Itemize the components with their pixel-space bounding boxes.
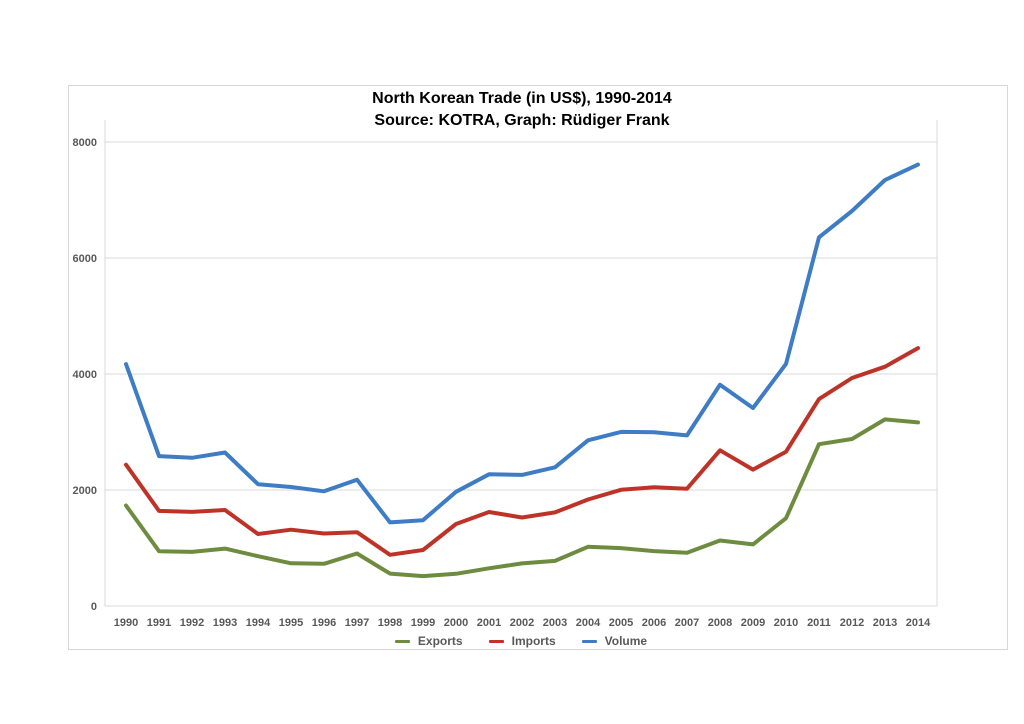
x-axis-label-2003: 2003 bbox=[543, 617, 567, 629]
x-axis-label-2006: 2006 bbox=[642, 617, 666, 629]
legend-dash-icon bbox=[581, 639, 597, 643]
x-axis-label-2002: 2002 bbox=[510, 617, 534, 629]
x-axis-label-2013: 2013 bbox=[873, 617, 897, 629]
x-axis-label-1998: 1998 bbox=[378, 617, 402, 629]
x-axis-label-2004: 2004 bbox=[576, 617, 601, 629]
chart-title-block: North Korean Trade (in US$), 1990-2014 S… bbox=[106, 88, 938, 132]
x-axis-label-1990: 1990 bbox=[114, 617, 138, 629]
y-axis-label-0: 0 bbox=[91, 601, 97, 613]
x-axis-label-2008: 2008 bbox=[708, 617, 732, 629]
y-axis-label-6000: 6000 bbox=[73, 253, 97, 265]
y-axis: 0 2000 4000 6000 8000 bbox=[73, 137, 97, 613]
legend-dash-icon bbox=[488, 639, 504, 643]
y-axis-label-2000: 2000 bbox=[73, 485, 97, 497]
volume-line bbox=[124, 162, 920, 525]
exports-line bbox=[124, 417, 920, 579]
legend-label: Exports bbox=[417, 634, 463, 648]
legend-item-volume: Volume bbox=[581, 634, 648, 648]
x-axis-label-2001: 2001 bbox=[477, 617, 501, 629]
legend-label: Imports bbox=[511, 634, 556, 648]
series-lines bbox=[124, 162, 920, 579]
legend-item-imports: Imports bbox=[488, 634, 556, 648]
x-axis-label-2005: 2005 bbox=[609, 617, 633, 629]
gridlines bbox=[104, 120, 938, 607]
chart-title: North Korean Trade (in US$), 1990-2014 bbox=[372, 90, 672, 107]
legend-label: Volume bbox=[604, 634, 648, 648]
chart-panel: North Korean Trade (in US$), 1990-2014 S… bbox=[68, 85, 1008, 650]
y-axis-label-8000: 8000 bbox=[73, 137, 97, 149]
chart-subtitle: Source: KOTRA, Graph: Rüdiger Frank bbox=[374, 112, 670, 129]
x-axis-label-1999: 1999 bbox=[411, 617, 435, 629]
x-axis-label-1992: 1992 bbox=[180, 617, 204, 629]
x-axis-label-2011: 2011 bbox=[807, 617, 831, 629]
x-axis-label-2014: 2014 bbox=[906, 617, 931, 629]
x-axis-label-1991: 1991 bbox=[147, 617, 171, 629]
x-axis-label-1997: 1997 bbox=[345, 617, 369, 629]
x-axis-label-2000: 2000 bbox=[444, 617, 468, 629]
x-axis-label-2012: 2012 bbox=[840, 617, 864, 629]
legend-dash-icon bbox=[394, 639, 410, 643]
x-axis-label-2009: 2009 bbox=[741, 617, 765, 629]
imports-line bbox=[124, 346, 920, 557]
x-axis-label-1993: 1993 bbox=[213, 617, 237, 629]
x-axis: 1990 1991 1992 1993 1994 1995 1996 1997 1998 1999… bbox=[114, 617, 931, 629]
x-axis-label-1995: 1995 bbox=[279, 617, 303, 629]
x-axis-label-1996: 1996 bbox=[312, 617, 336, 629]
legend-item-exports: Exports bbox=[394, 634, 463, 648]
legend: Exports Imports Volume bbox=[105, 633, 937, 649]
x-axis-label-2007: 2007 bbox=[675, 617, 699, 629]
y-axis-label-4000: 4000 bbox=[73, 369, 97, 381]
x-axis-label-1994: 1994 bbox=[246, 617, 271, 629]
x-axis-label-2010: 2010 bbox=[774, 617, 798, 629]
